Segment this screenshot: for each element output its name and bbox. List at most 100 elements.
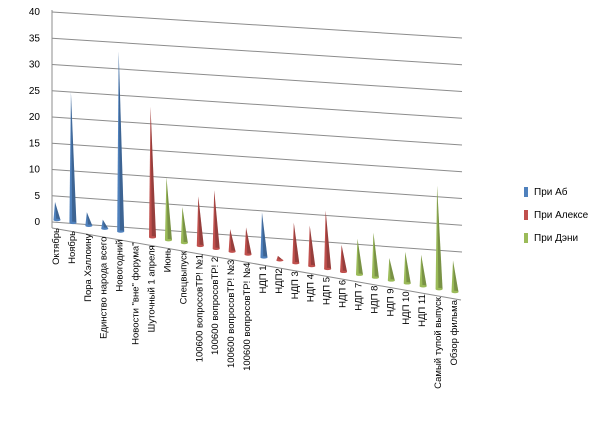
cone-body bbox=[451, 260, 459, 292]
category-label-7: Шуточный 1 апреля bbox=[147, 245, 158, 332]
cone-shade bbox=[293, 222, 300, 264]
cone-base bbox=[451, 290, 459, 294]
cone-body bbox=[387, 257, 395, 281]
cone-base bbox=[85, 224, 93, 227]
cone-body bbox=[69, 92, 77, 223]
cone-base bbox=[69, 221, 77, 225]
cone-body bbox=[164, 177, 172, 241]
cone-4 bbox=[101, 219, 109, 230]
cone-9 bbox=[180, 207, 188, 245]
cone-base bbox=[387, 279, 395, 282]
cone-base bbox=[212, 247, 220, 250]
gridline-25 bbox=[51, 90, 463, 119]
category-label-11: 100600 вопросовТР! 2 bbox=[210, 257, 221, 355]
cone-body bbox=[355, 238, 363, 275]
legend-swatch bbox=[524, 187, 528, 197]
cone-19 bbox=[340, 244, 348, 274]
cone-shade bbox=[437, 185, 443, 290]
cone-21 bbox=[371, 232, 379, 279]
cone-body bbox=[324, 210, 332, 269]
cone-base bbox=[117, 230, 125, 233]
cone-base bbox=[244, 253, 252, 256]
category-label-9: Спецвыпуск bbox=[178, 250, 189, 304]
cone-base bbox=[164, 238, 172, 242]
cone-base bbox=[419, 285, 427, 288]
cone-shade bbox=[102, 219, 109, 229]
legend-label: При Алексе bbox=[534, 210, 589, 221]
cone-7 bbox=[149, 106, 157, 239]
cone-13 bbox=[244, 227, 252, 256]
cone-body bbox=[228, 229, 236, 252]
cone-base bbox=[324, 267, 332, 271]
gridline-10 bbox=[51, 169, 463, 199]
cone-shade bbox=[341, 244, 348, 272]
cone-shade bbox=[421, 254, 427, 287]
cone-base bbox=[101, 227, 109, 230]
cone-shade bbox=[325, 210, 332, 269]
category-label-3: Пора Хэллоину bbox=[83, 234, 94, 302]
cone-base bbox=[228, 250, 236, 253]
cone-body bbox=[180, 207, 188, 244]
y-tick-label-20: 20 bbox=[29, 112, 41, 123]
gridline-35 bbox=[51, 37, 463, 66]
cone-shade bbox=[166, 177, 172, 241]
gridline-20 bbox=[51, 116, 463, 146]
gridline-15 bbox=[51, 142, 463, 173]
data-cones bbox=[53, 51, 459, 294]
cone-shade bbox=[246, 227, 252, 255]
cone-base bbox=[435, 287, 443, 291]
category-label-14: НДП 1 bbox=[258, 265, 269, 293]
cone-shade bbox=[182, 207, 188, 244]
gridline-30 bbox=[51, 64, 463, 92]
cone-25 bbox=[435, 185, 443, 291]
cone-base bbox=[196, 244, 204, 248]
y-tick-label-40: 40 bbox=[29, 7, 41, 18]
cone-shade bbox=[118, 51, 125, 232]
cone-body bbox=[308, 225, 316, 267]
floor-edge bbox=[51, 227, 462, 301]
y-axis-ticks: 0 5 10 15 20 25 30 35 40 bbox=[29, 7, 41, 228]
y-tick-label-10: 10 bbox=[29, 165, 41, 176]
legend-label: При Дэни bbox=[534, 233, 578, 244]
category-label-17: НДП 4 bbox=[306, 274, 317, 302]
category-label-2: Ноябрь bbox=[67, 231, 78, 264]
cone-shade bbox=[230, 229, 236, 252]
cone-shade bbox=[309, 225, 316, 267]
category-label-13: 100600 вопросовТР! №4 bbox=[242, 263, 253, 371]
cone-base bbox=[53, 218, 61, 222]
cone-body bbox=[419, 254, 427, 287]
cone-body bbox=[403, 251, 411, 284]
gridline-0 bbox=[51, 221, 463, 253]
cone-body bbox=[53, 202, 61, 220]
category-label-20: НДП 7 bbox=[353, 283, 364, 311]
cone-body bbox=[117, 51, 125, 232]
cone-body bbox=[292, 222, 300, 264]
gridline-5 bbox=[51, 195, 463, 226]
cone-body bbox=[371, 232, 379, 278]
cone-base bbox=[355, 273, 363, 276]
category-label-19: НДП 6 bbox=[338, 280, 349, 308]
cone-body bbox=[276, 255, 284, 261]
cone-11 bbox=[212, 190, 220, 250]
category-label-15: НДП2 bbox=[274, 268, 285, 293]
cone-shade bbox=[357, 238, 363, 275]
cone-shade bbox=[373, 232, 379, 278]
cone-base bbox=[276, 259, 284, 262]
category-label-25: Самый тупой выпуск bbox=[433, 296, 444, 389]
cone-body bbox=[340, 244, 348, 272]
cone-base bbox=[308, 264, 316, 268]
cone-shade bbox=[405, 251, 411, 284]
category-label-23: НДП 10 bbox=[401, 291, 412, 324]
cone-base bbox=[403, 282, 411, 285]
category-label-4: Единство народа всего bbox=[99, 237, 110, 339]
y-tick-label-25: 25 bbox=[29, 86, 41, 97]
cone-shade bbox=[214, 190, 220, 249]
category-label-1: Октябрь bbox=[51, 228, 62, 265]
cone-base bbox=[260, 256, 268, 259]
cone-22 bbox=[387, 257, 395, 282]
category-label-26: Обзор фильма bbox=[449, 299, 460, 365]
category-label-16: НДП 3 bbox=[290, 271, 301, 299]
legend: При Аб При Алексе При Дэни bbox=[524, 186, 589, 244]
cone-12 bbox=[228, 229, 236, 253]
